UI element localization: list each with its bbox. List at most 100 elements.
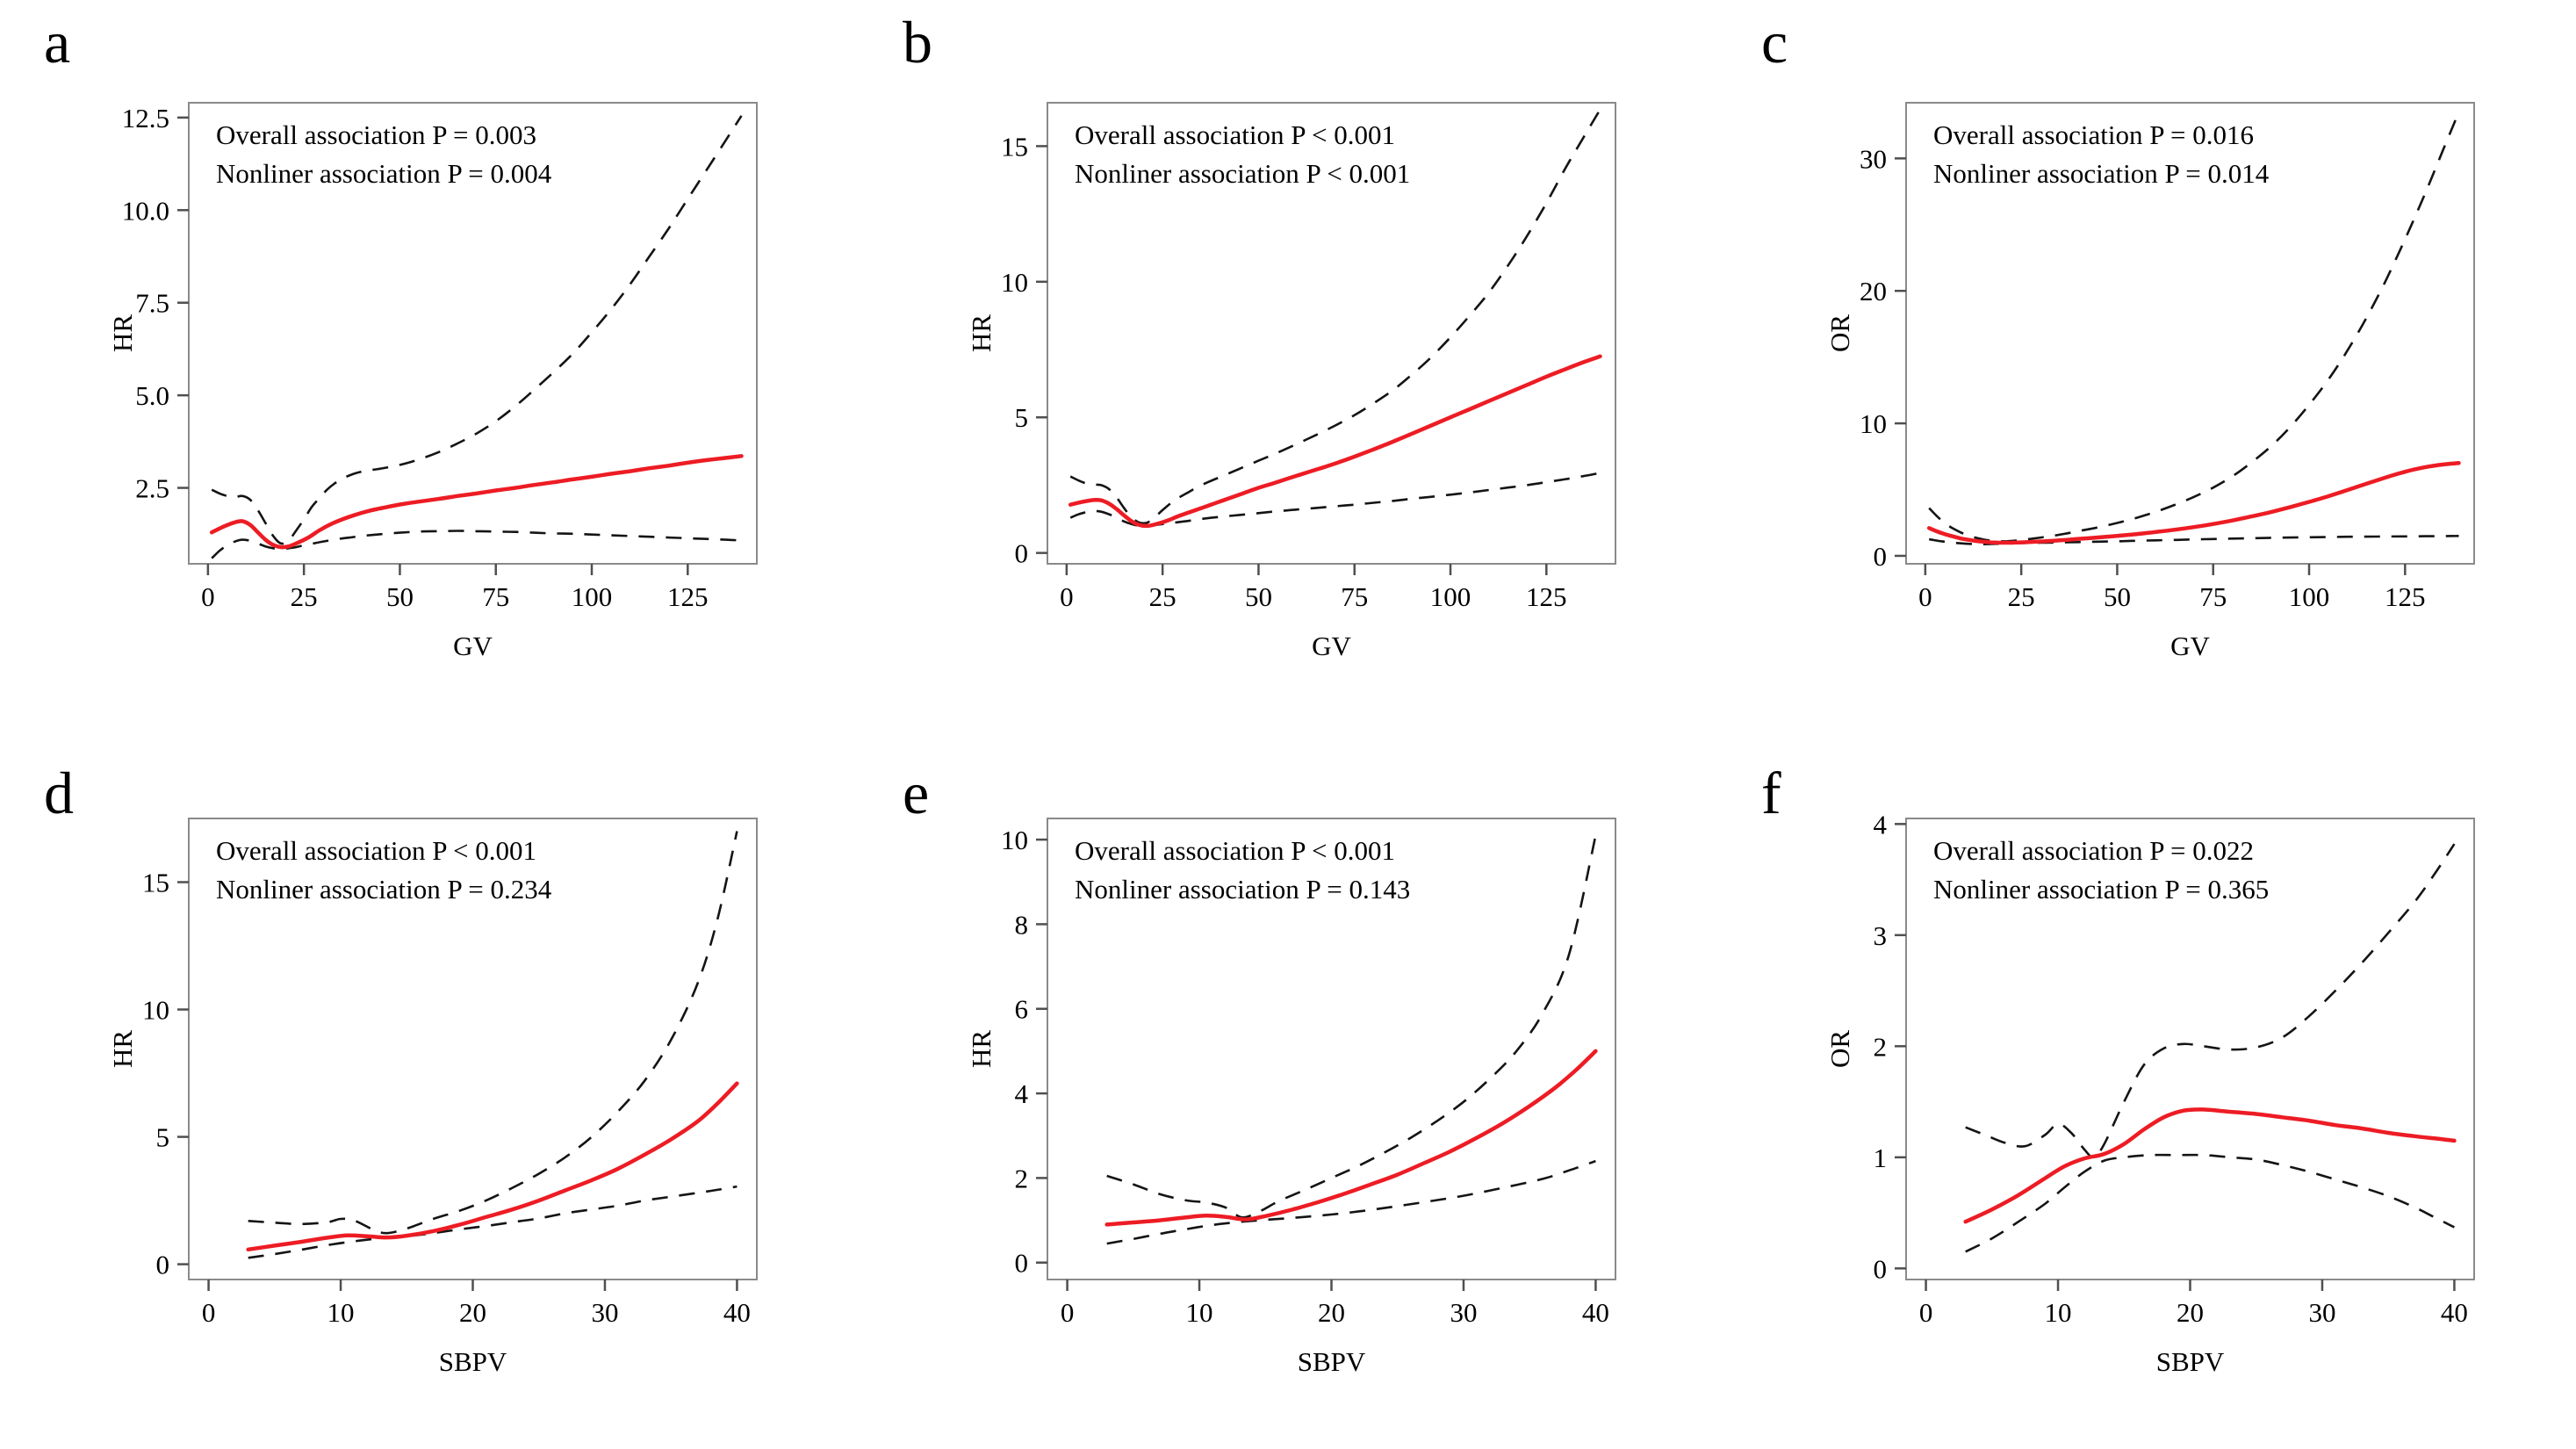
y-tick-label: 0 (1015, 538, 1029, 569)
x-tick-label: 75 (1341, 581, 1368, 612)
annotation-line: Overall association P < 0.001 (1075, 835, 1395, 866)
x-tick-label: 10 (327, 1297, 355, 1328)
y-tick-label: 5.0 (135, 380, 169, 411)
x-axis-label: GV (453, 631, 493, 661)
y-tick-label: 8 (1015, 909, 1029, 940)
y-tick-label: 0 (156, 1250, 170, 1280)
y-tick-label: 5 (156, 1122, 170, 1153)
plot-a: 2.5 5.0 7.5 10.0 12.5 0 25 50 75 100 125 GV HR Overal… (107, 102, 758, 661)
x-axis-label: SBPV (2156, 1346, 2225, 1377)
y-tick-label: 30 (1860, 143, 1887, 174)
plot-c: 0 10 20 30 0 25 50 75 100 125 GV OR Overall associat… (1824, 102, 2475, 661)
y-axis-label: HR (966, 314, 997, 352)
annotation-line: Overall association P = 0.003 (216, 119, 536, 150)
x-tick-label: 10 (1186, 1297, 1213, 1328)
panel-f: f 0 1 2 3 4 0 10 20 30 40 SBPV OR Overall associatio… (1717, 724, 2576, 1449)
x-tick-label: 75 (482, 581, 509, 612)
x-tick-label: 30 (591, 1297, 618, 1328)
x-tick-label: 25 (291, 581, 318, 612)
y-tick-label: 10 (142, 995, 169, 1026)
estimate-curve (1926, 461, 2461, 545)
lower-ci-curve (1069, 472, 1601, 528)
lower-ci-curve (1106, 1159, 1596, 1245)
x-tick-label: 125 (2385, 581, 2426, 612)
x-tick-label: 0 (1918, 581, 1932, 612)
y-tick-label: 0 (1015, 1248, 1029, 1279)
panel-letter-f: f (1761, 760, 1781, 826)
x-tick-label: 100 (1430, 581, 1471, 612)
upper-ci-curve (1069, 109, 1601, 525)
x-tick-label: 40 (1582, 1297, 1609, 1328)
x-axis-label: SBPV (1298, 1346, 1366, 1377)
y-tick-label: 6 (1015, 994, 1029, 1025)
panel-a: a 2.5 5.0 7.5 10.0 12.5 0 25 50 75 100 125 GV HR Over… (0, 0, 859, 724)
x-tick-label: 25 (2008, 581, 2035, 612)
y-tick-label: 10 (1001, 267, 1028, 298)
y-tick-label: 7.5 (135, 288, 169, 319)
x-tick-label: 0 (202, 1297, 216, 1328)
x-tick-label: 25 (1149, 581, 1176, 612)
annotation-line: Overall association P = 0.016 (1933, 119, 2254, 150)
upper-ci-curve (211, 115, 743, 545)
x-tick-label: 20 (459, 1297, 486, 1328)
annotation-line: Overall association P < 0.001 (216, 835, 536, 866)
x-tick-label: 0 (1060, 581, 1074, 612)
y-tick-label: 5 (1015, 402, 1029, 433)
panel-d: d 0 5 10 15 0 10 20 30 40 SBPV HR Overall associati… (0, 724, 859, 1449)
plot-e: 0 2 4 6 8 10 0 10 20 30 40 SBPV HR Overall associatio… (966, 818, 1616, 1377)
y-axis-label: OR (1824, 314, 1855, 352)
plot-frame (188, 102, 758, 565)
annotation-line: Nonliner association P = 0.014 (1933, 158, 2270, 189)
y-axis-label: HR (107, 1030, 138, 1068)
x-tick-label: 0 (201, 581, 215, 612)
annotation-line: Overall association P < 0.001 (1075, 119, 1395, 150)
y-tick-label: 0 (1874, 1253, 1888, 1284)
annotation-line: Nonliner association P = 0.365 (1933, 874, 2269, 905)
y-tick-label: 10 (1001, 825, 1028, 855)
x-tick-label: 30 (1450, 1297, 1477, 1328)
x-tick-label: 100 (572, 581, 613, 612)
annotation-line: Nonliner association P = 0.004 (216, 158, 552, 189)
panel-letter-c: c (1761, 9, 1788, 76)
panel-letter-e: e (903, 760, 930, 826)
x-tick-label: 0 (1061, 1297, 1075, 1328)
plot-d: 0 5 10 15 0 10 20 30 40 SBPV HR Overall association… (107, 818, 758, 1377)
y-axis-label: HR (966, 1030, 997, 1068)
y-tick-label: 20 (1860, 276, 1887, 306)
x-tick-label: 20 (2177, 1297, 2204, 1328)
x-axis-label: GV (2170, 631, 2210, 661)
y-tick-label: 15 (1001, 131, 1028, 162)
x-tick-label: 50 (386, 581, 414, 612)
y-tick-label: 10.0 (122, 195, 169, 226)
annotation-line: Nonliner association P < 0.001 (1075, 158, 1410, 189)
x-tick-label: 75 (2199, 581, 2227, 612)
y-tick-label: 3 (1874, 920, 1888, 951)
y-tick-label: 2.5 (135, 473, 169, 504)
y-tick-label: 1 (1874, 1143, 1888, 1173)
estimate-curve (1963, 1107, 2457, 1224)
upper-ci-curve (248, 831, 738, 1235)
x-tick-label: 10 (2045, 1297, 2072, 1328)
annotation-line: Nonliner association P = 0.143 (1075, 874, 1410, 905)
y-tick-label: 0 (1874, 541, 1888, 572)
x-axis-label: SBPV (439, 1346, 507, 1377)
x-tick-label: 125 (1526, 581, 1567, 612)
y-tick-label: 15 (142, 868, 169, 898)
x-tick-label: 0 (1919, 1297, 1933, 1328)
x-axis-label: GV (1312, 631, 1351, 661)
x-tick-label: 50 (1245, 581, 1272, 612)
y-tick-label: 4 (1015, 1078, 1029, 1109)
estimate-curve (1105, 1049, 1598, 1227)
x-tick-label: 125 (667, 581, 709, 612)
panel-c: c 0 10 20 30 0 25 50 75 100 125 GV OR Overall associ… (1717, 0, 2576, 724)
annotation-line: Nonliner association P = 0.234 (216, 874, 552, 905)
panel-letter-d: d (44, 760, 74, 826)
estimate-curve (246, 1081, 739, 1252)
lower-ci-curve (1965, 1153, 2455, 1253)
x-tick-label: 40 (2441, 1297, 2468, 1328)
panel-letter-a: a (44, 9, 71, 76)
y-tick-label: 12.5 (122, 103, 169, 133)
lower-ci-curve (248, 1185, 738, 1259)
